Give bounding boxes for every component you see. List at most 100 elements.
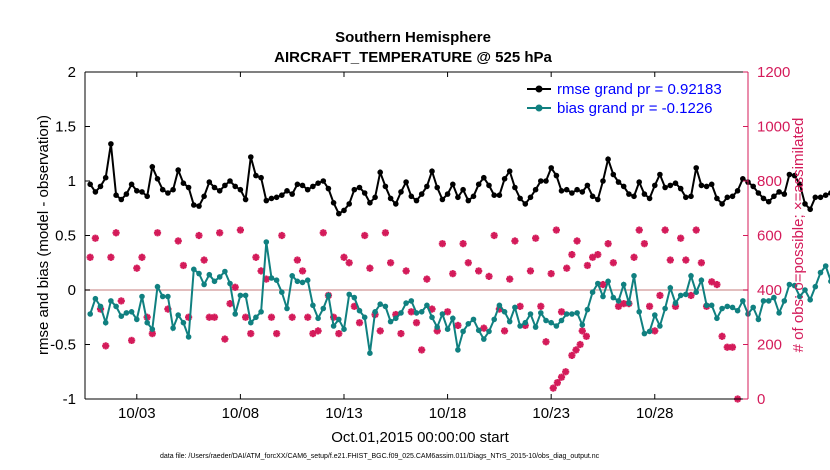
bias-data-point [196,270,202,277]
rmse-data-point [538,178,544,184]
obs-possible-marker [200,256,208,264]
bias-data-point [232,311,238,317]
obs-possible-marker [387,259,395,267]
rmse-data-point [377,169,384,176]
rmse-data-point [294,181,301,188]
bias-data-point [222,268,228,275]
bias-data-point [527,311,534,317]
bias-data-point [579,322,586,328]
obs-possible-marker [381,229,390,237]
bias-data-point [279,289,285,296]
bias-data-point [807,297,813,303]
bias-data-point [677,292,684,299]
obs-possible-marker [402,267,410,275]
bias-data-point [263,239,270,245]
rmse-data-point [289,191,296,197]
rmse-data-point [620,183,627,190]
rmse-data-point [776,189,782,195]
obs-possible-marker [718,332,726,340]
legend-rmse-marker [535,85,543,93]
rmse-data-point [351,186,358,193]
rmse-data-point [817,194,824,201]
bias-data-point [175,312,181,318]
obs-possible-marker [677,234,685,242]
obs-possible-marker [355,319,364,327]
rmse-data-point [165,190,171,196]
bias-data-point [413,310,420,316]
bias-data-point [382,303,389,310]
rmse-data-point [636,179,642,185]
rmse-data-point [802,201,808,207]
rmse-data-point [703,183,710,190]
x-tick-label: 10/23 [532,405,570,422]
rmse-data-point [781,191,788,197]
bias-data-point [491,316,498,323]
obs-possible-marker [480,324,488,332]
left-y-tick-label: 0.5 [55,228,76,245]
bias-data-point [377,301,384,308]
bias-data-point [465,321,472,327]
x-tick-label: 10/28 [636,405,674,422]
rmse-data-point [569,190,575,196]
obs-possible-marker [459,240,467,248]
rmse-data-point [232,183,238,190]
bias-data-point [512,304,518,311]
rmse-data-point [641,191,648,197]
bias-data-point [703,302,710,309]
bias-data-point [325,292,332,299]
bias-data-point [574,310,580,316]
rmse-data-point [279,192,285,198]
rmse-data-point [734,188,741,194]
rmse-data-point [128,181,135,188]
bias-data-point [310,302,316,309]
tick-layer: 10/03 10/08 10/13 10/18 10/23 10/28 -1 -0.5 0 0.5… [50,64,790,422]
right-y-tick-label: 0 [757,391,765,408]
rmse-data-point [185,184,192,191]
bias-data-point [817,269,824,276]
rmse-data-point [506,168,513,174]
bias-data-point [771,294,777,301]
rmse-data-point [677,185,684,192]
bias-data-point [418,309,425,315]
rmse-data-point [755,190,762,196]
rmse-data-point [626,191,632,197]
obs-possible-marker [117,297,125,305]
obs-possible-marker [236,226,244,234]
rmse-data-point [460,186,466,193]
rmse-data-point [393,201,399,207]
x-axis-label: Oct.01,2015 00:00:00 start [331,429,509,446]
obs-possible-marker [418,346,426,354]
bias-data-point [304,277,311,284]
rmse-data-point [470,193,477,200]
obs-possible-marker [454,321,462,330]
chart-subtitle: AIRCRAFT_TEMPERATURE @ 525 hPa [274,49,552,66]
rmse-data-point [662,184,668,191]
rmse-data-point [403,179,409,185]
bias-data-point [563,311,570,317]
rmse-data-point [439,196,446,203]
bias-data-point [714,315,720,322]
obs-possible-marker [86,253,94,261]
bias-data-point [299,279,306,286]
obs-possible-marker [630,253,638,261]
bias-data-point [315,315,321,322]
bias-data-point [237,292,244,299]
bias-data-point [548,319,554,326]
rmse-data-point [367,200,373,206]
rmse-data-point [299,182,306,189]
obs-assimilated-marker [568,351,576,359]
bias-data-point [289,273,296,279]
rmse-data-point [92,189,99,195]
rmse-data-point [102,174,109,181]
rmse-data-point [496,192,503,198]
bias-data-point [708,302,715,309]
right-y-tick-label: 400 [757,282,782,299]
bias-data-point [248,319,254,326]
rmse-data-point [201,193,207,200]
rmse-data-point [527,194,534,201]
obs-possible-marker [682,256,690,264]
obs-possible-marker [210,313,219,321]
rmse-data-point [346,201,353,207]
bias-data-point [786,281,793,288]
rmse-data-point [149,164,156,170]
